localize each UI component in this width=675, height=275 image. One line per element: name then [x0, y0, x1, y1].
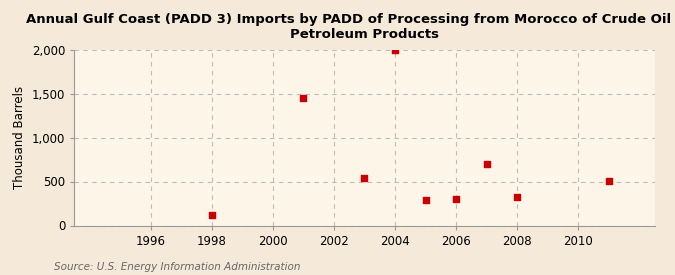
Point: [359, 176, 370, 180]
Y-axis label: Thousand Barrels: Thousand Barrels: [14, 86, 26, 189]
Point: [298, 96, 308, 100]
Point: [512, 195, 522, 200]
Text: Source: U.S. Energy Information Administration: Source: U.S. Energy Information Administ…: [54, 262, 300, 272]
Point: [481, 162, 492, 166]
Title: Annual Gulf Coast (PADD 3) Imports by PADD of Processing from Morocco of Crude O: Annual Gulf Coast (PADD 3) Imports by PA…: [26, 13, 675, 42]
Point: [451, 197, 462, 201]
Point: [603, 178, 614, 183]
Point: [207, 213, 217, 217]
Point: [421, 198, 431, 202]
Point: [389, 48, 400, 53]
